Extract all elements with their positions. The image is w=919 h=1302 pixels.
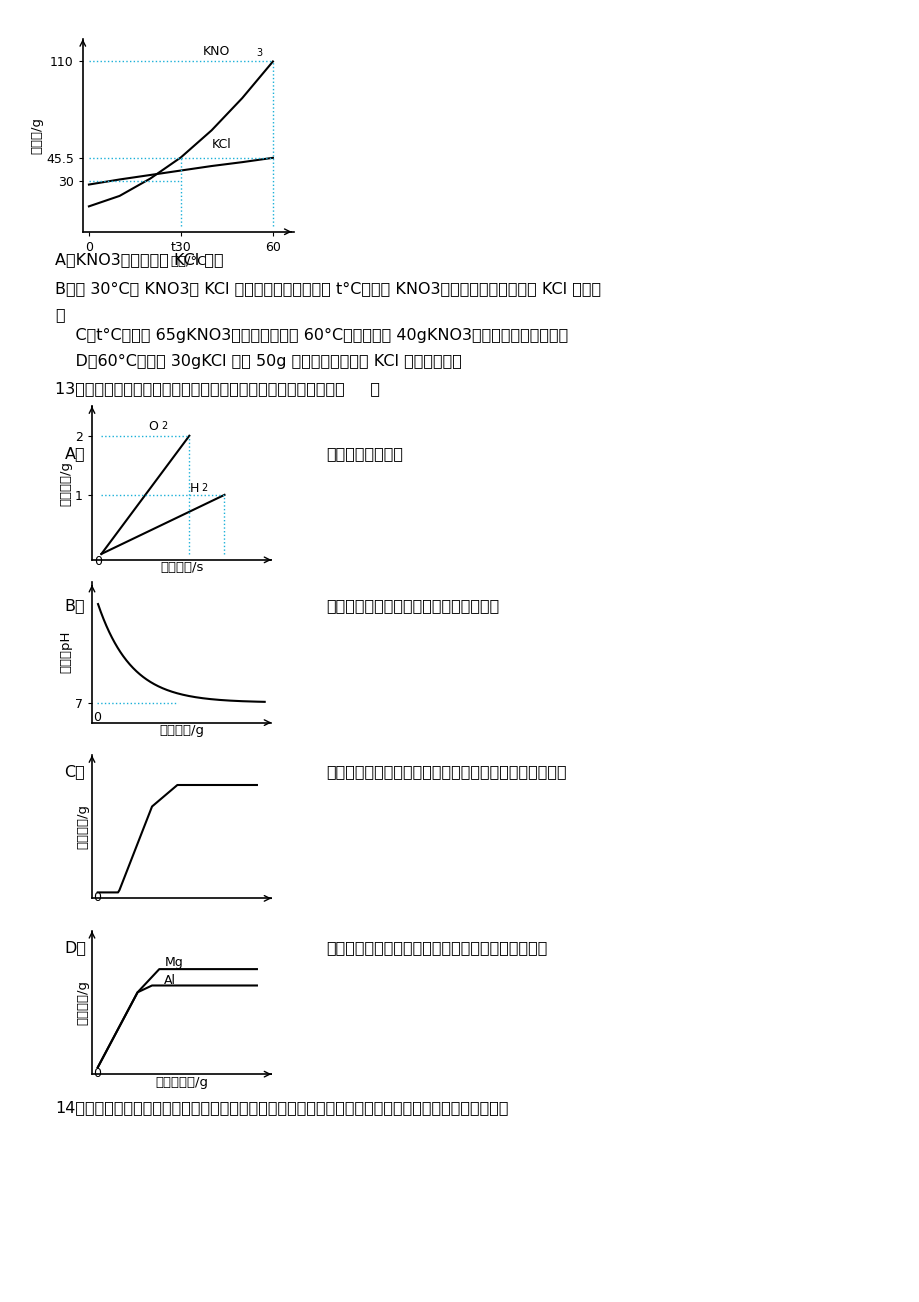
Text: B．: B． <box>64 598 85 613</box>
Text: B．将 30°C时 KNO3和 KCl 的饱和溶液分别降温至 t°C，所得 KNO3溶液的溶质质量分数比 KCl 溶液的: B．将 30°C时 KNO3和 KCl 的饱和溶液分别降温至 t°C，所得 KN… <box>55 281 601 297</box>
Y-axis label: 气体质量/g: 气体质量/g <box>59 461 73 505</box>
Text: 向一定质量的氢氧化钠溶液中逐渐加入水: 向一定质量的氢氧化钠溶液中逐渐加入水 <box>326 598 499 613</box>
X-axis label: 稀盐酸质量/g: 稀盐酸质量/g <box>155 1075 208 1088</box>
Text: A．: A． <box>64 447 85 462</box>
Text: 0: 0 <box>94 1066 101 1079</box>
Text: Al: Al <box>165 974 176 987</box>
Text: 0: 0 <box>93 711 101 724</box>
X-axis label: 反应时间/s: 反应时间/s <box>160 561 203 574</box>
Text: 3: 3 <box>255 48 262 59</box>
X-axis label: 水的质量/g: 水的质量/g <box>159 724 204 737</box>
Text: 氢氧化钠: 氢氧化钠 <box>165 930 198 943</box>
Text: A．KNO3的溶解度比 KCl 的大: A．KNO3的溶解度比 KCl 的大 <box>55 253 223 268</box>
Text: 2: 2 <box>201 483 208 493</box>
Text: D．60°C时，将 30gKCl 加入 50g 水中，所得溶液是 KCl 的不饱和溶液: D．60°C时，将 30gKCl 加入 50g 水中，所得溶液是 KCl 的不饱… <box>55 354 461 370</box>
Text: KCl: KCl <box>211 138 231 151</box>
Text: 大: 大 <box>55 307 64 323</box>
Text: C．t°C时，将 65gKNO3饱和溶液升温到 60°C，应再加入 40gKNO3才能恰好达到饱和状态: C．t°C时，将 65gKNO3饱和溶液升温到 60°C，应再加入 40gKNO… <box>55 328 568 344</box>
Text: 13．下列四个图像分别与选项中的操作对应，其中可能合理的是（     ）: 13．下列四个图像分别与选项中的操作对应，其中可能合理的是（ ） <box>55 381 380 397</box>
X-axis label: 温度/°C: 温度/°C <box>170 255 207 268</box>
Text: 分别向相等质量的镁、铝中加入等质量分数的稀盐酸: 分别向相等质量的镁、铝中加入等质量分数的稀盐酸 <box>326 940 548 956</box>
Text: 电解一定质量的水: 电解一定质量的水 <box>326 447 403 462</box>
Text: C．: C． <box>64 764 85 780</box>
Text: D．: D． <box>64 940 86 956</box>
Text: Mg: Mg <box>165 957 183 970</box>
Text: 2: 2 <box>161 421 167 431</box>
Text: 0: 0 <box>95 555 102 568</box>
Y-axis label: 溶液的pH: 溶液的pH <box>59 631 72 673</box>
Text: 0: 0 <box>94 891 101 904</box>
Text: 14．向一定质量的某碳酸钠溶液中加入足量的氯化钙溶液，充分反应后过滤，所得沉淀的质量恰好等于原: 14．向一定质量的某碳酸钠溶液中加入足量的氯化钙溶液，充分反应后过滤，所得沉淀的… <box>55 1100 508 1116</box>
Text: 溶液质量/g: 溶液质量/g <box>159 953 204 966</box>
Y-axis label: 溶解度/g: 溶解度/g <box>30 117 43 154</box>
Text: 向一定量氯化铁和稀盐酸的混合溶液中滴入氢氧化钠溶液: 向一定量氯化铁和稀盐酸的混合溶液中滴入氢氧化钠溶液 <box>326 764 567 780</box>
Y-axis label: 沉淀质量/g: 沉淀质量/g <box>76 805 89 849</box>
Text: KNO: KNO <box>202 46 230 59</box>
Y-axis label: 气体质量/g: 气体质量/g <box>76 980 89 1025</box>
Text: H: H <box>189 482 199 495</box>
Text: O: O <box>148 419 158 432</box>
